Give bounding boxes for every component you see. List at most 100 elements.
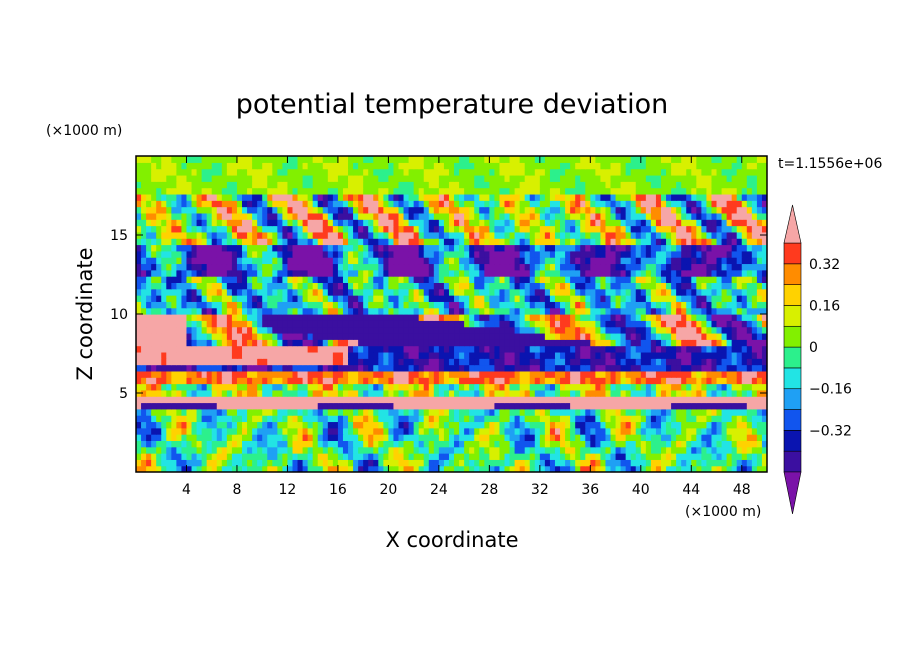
heatmap-cell <box>655 269 662 277</box>
heatmap-cell <box>595 358 602 366</box>
heatmap-cell <box>206 295 213 302</box>
heatmap-cell <box>560 396 566 404</box>
heatmap-cell <box>711 427 718 435</box>
heatmap-cell <box>676 225 682 233</box>
heatmap-cell <box>383 332 389 340</box>
heatmap-cell <box>398 345 405 353</box>
heatmap-cell <box>464 370 470 378</box>
heatmap-cell <box>721 263 728 271</box>
heatmap-cell <box>277 434 283 441</box>
heatmap-cell <box>539 282 546 290</box>
heatmap-cell <box>736 396 743 404</box>
heatmap-cell <box>413 332 420 340</box>
heatmap-cell <box>141 314 147 321</box>
heatmap-cell <box>454 307 460 315</box>
heatmap-cell <box>529 408 536 416</box>
heatmap-cell <box>196 307 203 315</box>
heatmap-cell <box>348 446 354 454</box>
heatmap-cell <box>489 238 496 246</box>
heatmap-cell <box>368 332 374 340</box>
heatmap-cell <box>590 415 596 423</box>
heatmap-cell <box>418 339 425 347</box>
heatmap-cell <box>383 326 389 334</box>
heatmap-cell <box>161 396 167 404</box>
heatmap-cell <box>676 320 682 328</box>
heatmap-cell <box>368 250 374 258</box>
heatmap-cell <box>726 370 733 378</box>
heatmap-cell <box>459 427 465 435</box>
heatmap-cell <box>176 383 183 391</box>
heatmap-cell <box>262 345 268 353</box>
heatmap-cell <box>595 345 602 353</box>
heatmap-cell <box>625 408 632 416</box>
heatmap-cell <box>595 415 602 423</box>
heatmap-cell <box>287 332 294 340</box>
heatmap-cell <box>186 465 193 472</box>
heatmap-cell <box>277 440 283 448</box>
heatmap-cell <box>136 244 142 252</box>
heatmap-cell <box>575 459 581 467</box>
heatmap-cell <box>166 440 172 448</box>
heatmap-cell <box>196 421 203 429</box>
heatmap-cell <box>666 225 672 233</box>
heatmap-cell <box>459 402 465 410</box>
heatmap-cell <box>484 244 490 252</box>
heatmap-cell <box>448 465 455 472</box>
heatmap-cell <box>726 301 733 309</box>
heatmap-cell <box>751 459 758 467</box>
heatmap-cell <box>484 465 490 472</box>
heatmap-cell <box>433 389 440 397</box>
heatmap-cell <box>499 389 506 397</box>
heatmap-cell <box>327 389 334 397</box>
heatmap-cell <box>630 421 637 429</box>
heatmap-cell <box>262 421 268 429</box>
heatmap-cell <box>221 389 228 397</box>
heatmap-cell <box>640 421 647 429</box>
heatmap-cell <box>156 440 162 448</box>
heatmap-cell <box>565 276 571 283</box>
heatmap-cell <box>580 257 586 265</box>
heatmap-cell <box>650 440 657 448</box>
heatmap-cell <box>428 244 435 252</box>
heatmap-cell <box>373 326 379 334</box>
heatmap-cell <box>514 396 521 404</box>
heatmap-cell <box>428 427 435 435</box>
heatmap-cell <box>292 389 299 397</box>
heatmap-cell <box>595 440 602 448</box>
heatmap-cell <box>544 370 551 378</box>
heatmap-cell <box>655 421 662 429</box>
heatmap-cell <box>484 453 490 460</box>
heatmap-cell <box>701 434 708 441</box>
heatmap-cell <box>393 446 400 454</box>
heatmap-cell <box>181 402 188 410</box>
heatmap-cell <box>247 244 253 252</box>
heatmap-cell <box>660 269 667 277</box>
heatmap-cell <box>721 219 728 227</box>
heatmap-cell <box>201 307 208 315</box>
heatmap-cell <box>423 351 430 359</box>
heatmap-cell <box>413 231 420 239</box>
heatmap-cell <box>373 427 379 435</box>
heatmap-cell <box>383 263 389 271</box>
heatmap-cell <box>151 377 157 385</box>
heatmap-cell <box>171 345 177 353</box>
heatmap-cell <box>524 427 531 435</box>
heatmap-cell <box>676 263 682 271</box>
heatmap-cell <box>393 314 400 321</box>
heatmap-cell <box>317 250 324 258</box>
heatmap-cell <box>186 307 193 315</box>
heatmap-cell <box>761 244 767 252</box>
heatmap-cell <box>151 351 157 359</box>
heatmap-cell <box>448 396 455 404</box>
heatmap-cell <box>706 288 713 296</box>
heatmap-cell <box>216 434 223 441</box>
heatmap-cell <box>337 370 344 378</box>
heatmap-cell <box>363 288 369 296</box>
heatmap-cell <box>262 440 268 448</box>
heatmap-cell <box>252 421 258 429</box>
heatmap-cell <box>337 276 344 283</box>
heatmap-cell <box>146 402 152 410</box>
heatmap-cell <box>358 434 364 441</box>
heatmap-cell <box>272 453 278 460</box>
heatmap-cell <box>166 263 172 271</box>
